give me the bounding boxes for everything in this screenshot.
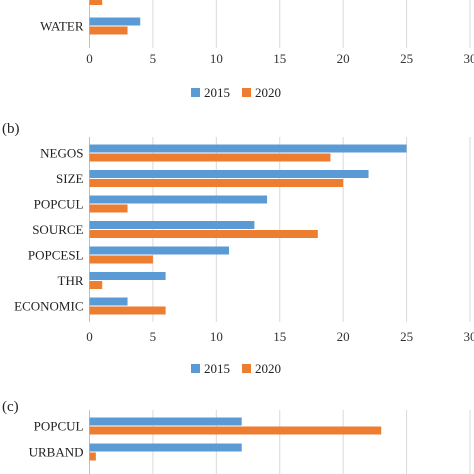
x-tick-label: 5 — [150, 51, 157, 66]
bar-2015 — [89, 195, 268, 204]
category-label: POPCUL — [34, 419, 84, 434]
panel-b: (b) NEGOS SIZE POPCUL SOURCE POPCESL THR ECONOM… — [2, 121, 474, 376]
legend-swatch-2015 — [191, 88, 200, 97]
category-label: URBAND — [29, 445, 84, 460]
bar-2015 — [89, 144, 407, 153]
bar-2020 — [89, 153, 331, 162]
bar-2020 — [89, 426, 382, 435]
bar-2015 — [89, 221, 255, 229]
panel-label: (c) — [2, 399, 19, 415]
category-label: POPCESL — [28, 248, 84, 263]
panel-c: (c) POPCUL URBAND — [2, 399, 471, 474]
x-tick-label: 15 — [273, 329, 286, 344]
bar-2020 — [89, 255, 153, 264]
x-tick-label: 5 — [150, 329, 157, 344]
bar-2020 — [89, 230, 318, 238]
bar-2020 — [89, 452, 96, 461]
bar-2015 — [89, 297, 128, 306]
panel-label: (b) — [2, 121, 20, 137]
bar-2020 — [89, 281, 103, 289]
bar-2015 — [89, 17, 141, 26]
legend: 2015 2020 — [191, 361, 281, 376]
bar-2015 — [89, 443, 242, 452]
bar-2020-partial — [89, 0, 103, 5]
x-tick-label: 20 — [337, 51, 350, 66]
x-tick-label: 0 — [86, 51, 93, 66]
x-tick-label: 10 — [210, 329, 223, 344]
legend-label-2015: 2015 — [204, 85, 230, 100]
x-tick-label: 30 — [464, 329, 474, 344]
category-label: SOURCE — [32, 222, 83, 237]
category-label: POPCUL — [34, 197, 84, 212]
bar-2020 — [89, 179, 344, 187]
bar-2015 — [89, 170, 369, 178]
bar-2015 — [89, 272, 166, 280]
bar-2015 — [89, 246, 230, 255]
bar-2020 — [89, 26, 128, 35]
legend-swatch-2015 — [191, 364, 200, 373]
category-label: SIZE — [56, 171, 84, 186]
legend-swatch-2020 — [242, 88, 251, 97]
category-label: ECONOMIC — [14, 299, 83, 314]
bar-2020 — [89, 306, 166, 315]
legend-swatch-2020 — [242, 364, 251, 373]
legend: 2015 2020 — [191, 85, 281, 100]
category-label: NEGOS — [40, 146, 83, 161]
x-tick-label: 30 — [464, 51, 474, 66]
x-tick-label: 20 — [337, 329, 350, 344]
bar-2020 — [89, 204, 128, 213]
legend-label-2020: 2020 — [255, 361, 281, 376]
category-label: THR — [58, 273, 84, 288]
bar-2015 — [89, 417, 242, 426]
category-label: WATER — [40, 19, 84, 34]
x-tick-label: 25 — [400, 329, 413, 344]
x-tick-label: 25 — [400, 51, 413, 66]
x-tick-label: 0 — [86, 329, 93, 344]
panel-a: WATER 0 5 10 15 20 25 30 2015 2020 — [40, 0, 474, 100]
x-tick-label: 10 — [210, 51, 223, 66]
legend-label-2015: 2015 — [204, 361, 230, 376]
legend-label-2020: 2020 — [255, 85, 281, 100]
x-tick-label: 15 — [273, 51, 286, 66]
